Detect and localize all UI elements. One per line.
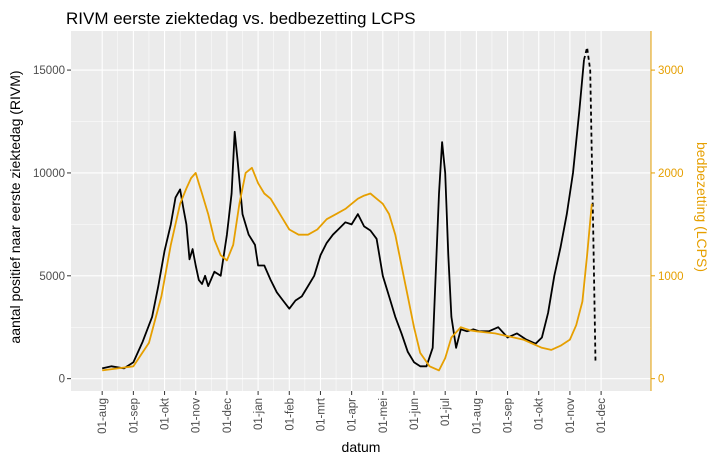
y2-tick-label: 0 [658, 374, 664, 386]
x-tick-label: 01-aug [471, 398, 483, 434]
rivm-series-line [102, 59, 585, 370]
x-tick-label: 01-dec [596, 398, 608, 433]
plot-panel [71, 31, 651, 391]
x-tick-label: 01-nov [191, 398, 203, 433]
y-tick-label: 15000 [33, 65, 65, 77]
x-tick-label: 01-aug [97, 398, 109, 434]
y2-tick-label: 2000 [658, 168, 684, 180]
x-tick-label: 01-mei [378, 398, 390, 433]
x-axis-label: datum [342, 439, 381, 455]
x-tick-label: 01-jul [440, 398, 452, 426]
x-tick-label: 01-sep [128, 398, 140, 433]
x-tick-label: 01-okt [160, 397, 172, 430]
y2-tick-label: 3000 [658, 65, 684, 77]
rivm-provisional-series-line [583, 46, 597, 363]
x-tick-label: 01-dec [222, 398, 234, 433]
y-axis-label: aantal positief naar eerste ziektedag (R… [7, 70, 23, 343]
lcps-series-line [102, 166, 593, 372]
x-tick-label: 01-sep [503, 398, 515, 433]
y-tick-label: 5000 [39, 271, 65, 283]
y2-axis-label: bedbezetting (LCPS) [694, 142, 710, 272]
x-tick-label: 01-feb [284, 398, 296, 431]
x-tick-label: 01-mrt [315, 397, 327, 431]
x-tick-label: 01-jun [409, 398, 421, 430]
x-tick-label: 01-jan [253, 398, 265, 430]
y-tick-label: 0 [59, 374, 65, 386]
x-tick-label: 01-okt [534, 397, 546, 430]
y-tick-label: 10000 [33, 168, 65, 180]
x-tick-label: 01-apr [347, 398, 359, 431]
chart-title: RIVM eerste ziektedag vs. bedbezetting L… [66, 9, 416, 28]
x-tick-label: 01-nov [565, 398, 577, 433]
y2-tick-label: 1000 [658, 271, 684, 283]
